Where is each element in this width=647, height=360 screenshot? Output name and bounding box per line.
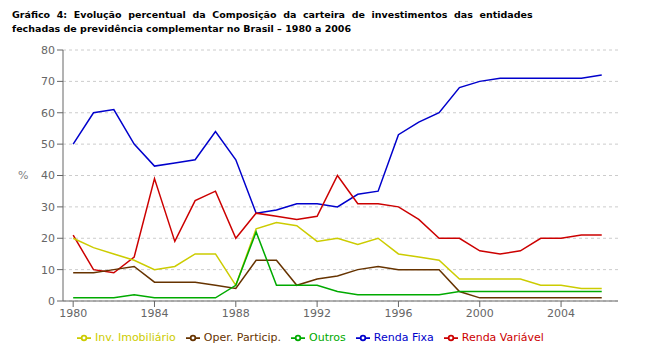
svg-text:70: 70: [41, 75, 55, 88]
svg-text:10: 10: [41, 264, 55, 277]
svg-text:2000: 2000: [466, 307, 494, 320]
html-text:Renda Variável: Renda Variável: [461, 331, 544, 344]
html-text:Renda Fixa: Renda Fixa: [373, 331, 434, 344]
svg-text:80: 80: [41, 44, 55, 57]
html-text:Outros: Outros: [309, 331, 346, 344]
html-text:fechadas de previdência comple: fechadas de previdência complementar no …: [12, 23, 352, 34]
svg-text:30: 30: [41, 201, 55, 214]
svg-text:1980: 1980: [59, 307, 87, 320]
html-text:Inv. Imobiliário: Inv. Imobiliário: [95, 331, 176, 344]
svg-text:1992: 1992: [303, 307, 331, 320]
svg-text:0: 0: [48, 295, 55, 308]
html-text:Gráfico 4: Evolução percentual: Gráfico 4: Evolução percentual da Compos…: [12, 9, 533, 20]
svg-text:2004: 2004: [547, 307, 575, 320]
svg-text:60: 60: [41, 107, 55, 120]
html-text:Oper. Particip.: Oper. Particip.: [203, 331, 282, 344]
svg-text:1996: 1996: [384, 307, 412, 320]
svg-text:50: 50: [41, 138, 55, 151]
svg-text:%: %: [18, 169, 28, 182]
svg-text:40: 40: [41, 169, 55, 182]
svg-text:1988: 1988: [222, 307, 250, 320]
svg-text:1984: 1984: [140, 307, 168, 320]
svg-text:20: 20: [41, 232, 55, 245]
